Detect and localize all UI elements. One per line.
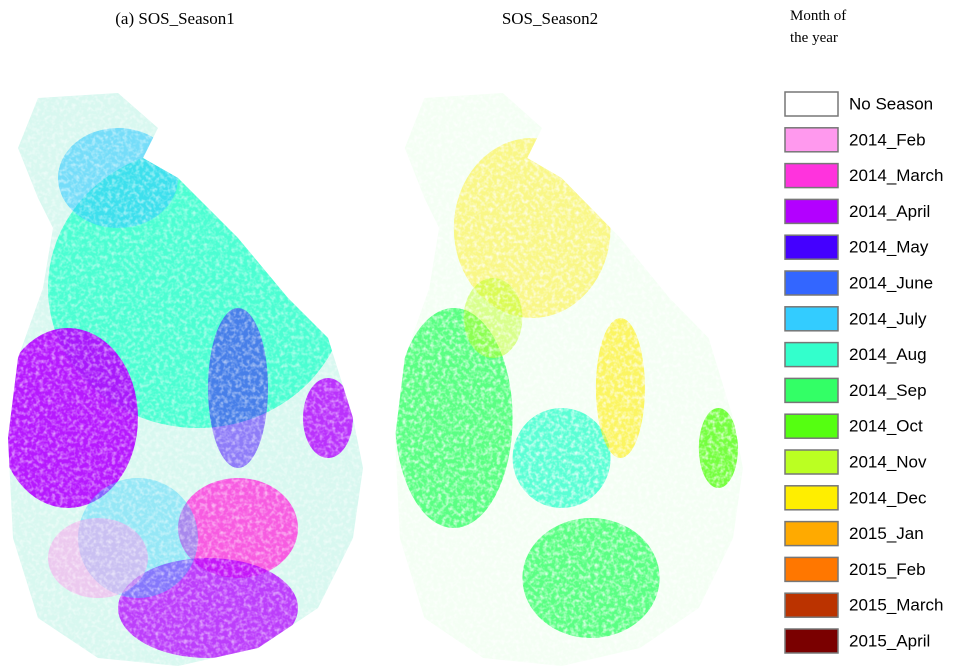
legend-swatch bbox=[785, 486, 838, 510]
legend-swatch bbox=[785, 164, 838, 188]
map-title: (a) SOS_Season1 bbox=[115, 9, 234, 28]
speckle bbox=[395, 88, 748, 668]
legend-title: the year bbox=[790, 30, 838, 46]
legend-label: 2014_Dec bbox=[849, 488, 927, 507]
legend-label: 2014_Oct bbox=[849, 417, 923, 436]
legend: No Season 2014_Feb 2014_March 2014_April 201… bbox=[785, 92, 944, 653]
legend-swatch bbox=[785, 378, 838, 402]
map-season2 bbox=[395, 88, 748, 668]
speckle bbox=[8, 88, 368, 668]
legend-swatch bbox=[785, 199, 838, 223]
legend-label: 2015_March bbox=[849, 596, 944, 615]
legend-label: 2015_Jan bbox=[849, 524, 924, 543]
legend-swatch bbox=[785, 629, 838, 653]
legend-label: 2014_Feb bbox=[849, 130, 926, 149]
map-fill bbox=[0, 88, 368, 668]
legend-label: 2014_March bbox=[849, 166, 944, 185]
legend-swatch bbox=[785, 593, 838, 617]
legend-swatch bbox=[785, 128, 838, 152]
legend-swatch bbox=[785, 557, 838, 581]
legend-swatch bbox=[785, 450, 838, 474]
legend-label: 2014_Nov bbox=[849, 452, 927, 471]
legend-label: 2014_June bbox=[849, 273, 933, 292]
legend-label: 2014_May bbox=[849, 238, 929, 257]
legend-label: 2014_Sep bbox=[849, 381, 927, 400]
legend-swatch bbox=[785, 343, 838, 367]
legend-swatch bbox=[785, 92, 838, 116]
legend-swatch bbox=[785, 307, 838, 331]
legend-label: 2014_July bbox=[849, 309, 927, 328]
legend-label: 2014_Aug bbox=[849, 345, 927, 364]
legend-swatch bbox=[785, 235, 838, 259]
map-season1 bbox=[0, 88, 368, 668]
legend-swatch bbox=[785, 522, 838, 546]
legend-label: 2014_April bbox=[849, 202, 930, 221]
legend-swatch bbox=[785, 414, 838, 438]
legend-swatch bbox=[785, 271, 838, 295]
legend-label: No Season bbox=[849, 94, 933, 113]
figure: (a) SOS_Season1 SOS_Season2 Month of the… bbox=[0, 0, 961, 669]
map-title: SOS_Season2 bbox=[502, 9, 598, 28]
legend-label: 2015_Feb bbox=[849, 560, 926, 579]
legend-label: 2015_April bbox=[849, 631, 930, 650]
map-fill bbox=[395, 88, 748, 668]
legend-title: Month of bbox=[790, 8, 846, 24]
